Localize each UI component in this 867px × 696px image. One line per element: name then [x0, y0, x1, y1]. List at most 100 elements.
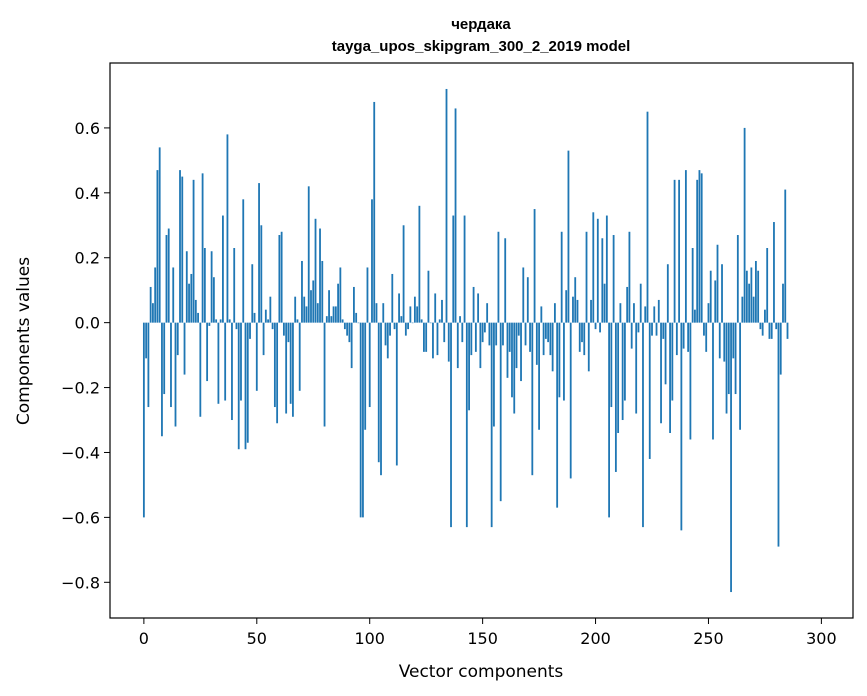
bar-194: [581, 322, 583, 343]
bar-75: [312, 280, 315, 323]
bar-147: [474, 322, 477, 352]
bar-155: [493, 322, 495, 427]
bar-107: [384, 322, 387, 346]
bar-191: [574, 277, 577, 323]
bar-266: [743, 127, 746, 323]
bar-188: [567, 150, 570, 323]
bar-9: [163, 322, 166, 395]
bar-250: [707, 303, 710, 323]
bar-5: [154, 267, 157, 323]
bar-77: [316, 303, 319, 323]
bar-249: [705, 322, 708, 352]
bar-157: [497, 231, 500, 323]
bar-36: [224, 322, 227, 401]
bar-65: [289, 322, 292, 404]
bar-63: [285, 322, 288, 414]
bar-33: [217, 322, 220, 404]
bar-119: [411, 322, 414, 324]
bar-203: [601, 238, 604, 323]
bar-236: [675, 322, 678, 356]
bar-115: [402, 225, 405, 323]
bar-197: [587, 322, 590, 372]
bar-50: [255, 322, 258, 391]
bar-110: [391, 273, 394, 323]
bar-218: [635, 322, 638, 414]
bar-14: [174, 322, 177, 427]
bar-133: [443, 322, 446, 343]
bar-55: [267, 319, 269, 323]
bar-234: [671, 322, 674, 401]
bar-137: [452, 215, 455, 323]
bar-38: [228, 319, 231, 323]
bar-109: [389, 322, 391, 336]
bar-113: [398, 293, 400, 323]
bar-121: [416, 306, 419, 323]
bar-176: [540, 306, 543, 323]
bar-29: [208, 322, 211, 326]
bar-187: [565, 290, 568, 323]
bar-143: [465, 322, 468, 528]
bar-166: [517, 322, 520, 336]
bar-130: [436, 322, 439, 356]
x-tick-label: 0: [139, 629, 149, 648]
bar-84: [332, 306, 335, 323]
bar-46: [246, 322, 249, 443]
bar-272: [757, 270, 760, 323]
bar-120: [413, 296, 416, 323]
bar-101: [371, 199, 373, 323]
y-tick-label: 0.0: [75, 314, 100, 333]
bar-163: [511, 322, 513, 398]
bar-32: [215, 319, 218, 323]
bar-210: [617, 322, 620, 433]
bar-240: [684, 170, 687, 323]
bar-145: [470, 322, 473, 356]
bar-171: [529, 322, 531, 352]
bar-148: [477, 293, 480, 323]
bar-126: [427, 270, 430, 323]
bar-282: [779, 322, 782, 375]
bar-87: [339, 267, 342, 323]
bar-123: [420, 319, 423, 323]
bar-2: [147, 322, 150, 408]
bar-25: [199, 322, 202, 417]
y-tick-label: 0.6: [75, 119, 100, 138]
bar-18: [183, 322, 186, 375]
bar-146: [472, 286, 475, 323]
bar-265: [741, 296, 744, 323]
bar-268: [748, 283, 751, 323]
bar-108: [386, 322, 389, 359]
bar-231: [664, 322, 667, 385]
bar-164: [513, 322, 516, 414]
bar-15: [176, 322, 179, 356]
bar-125: [425, 322, 428, 352]
bar-201: [596, 218, 599, 323]
bar-129: [434, 293, 437, 323]
bar-170: [526, 277, 529, 323]
bar-20: [188, 283, 190, 323]
bar-76: [314, 218, 317, 323]
bar-59: [276, 322, 279, 424]
bar-52: [260, 225, 263, 323]
bar-78: [319, 228, 321, 323]
bar-195: [583, 322, 586, 356]
bar-219: [637, 322, 640, 333]
bar-190: [572, 296, 574, 323]
bar-100: [368, 322, 371, 408]
bar-217: [633, 303, 635, 323]
bar-168: [522, 267, 525, 323]
bar-22: [192, 179, 195, 323]
bar-213: [624, 322, 626, 401]
bar-223: [646, 111, 649, 323]
bar-177: [542, 322, 545, 356]
bar-67: [294, 296, 297, 323]
bar-255: [718, 322, 721, 359]
bar-273: [759, 322, 762, 330]
bar-215: [628, 231, 631, 323]
bar-174: [535, 322, 538, 365]
x-tick-label: 150: [467, 629, 498, 648]
bar-138: [454, 108, 457, 323]
bar-270: [752, 296, 755, 323]
bar-44: [242, 199, 245, 323]
bar-209: [614, 322, 617, 472]
bar-178: [544, 322, 547, 339]
